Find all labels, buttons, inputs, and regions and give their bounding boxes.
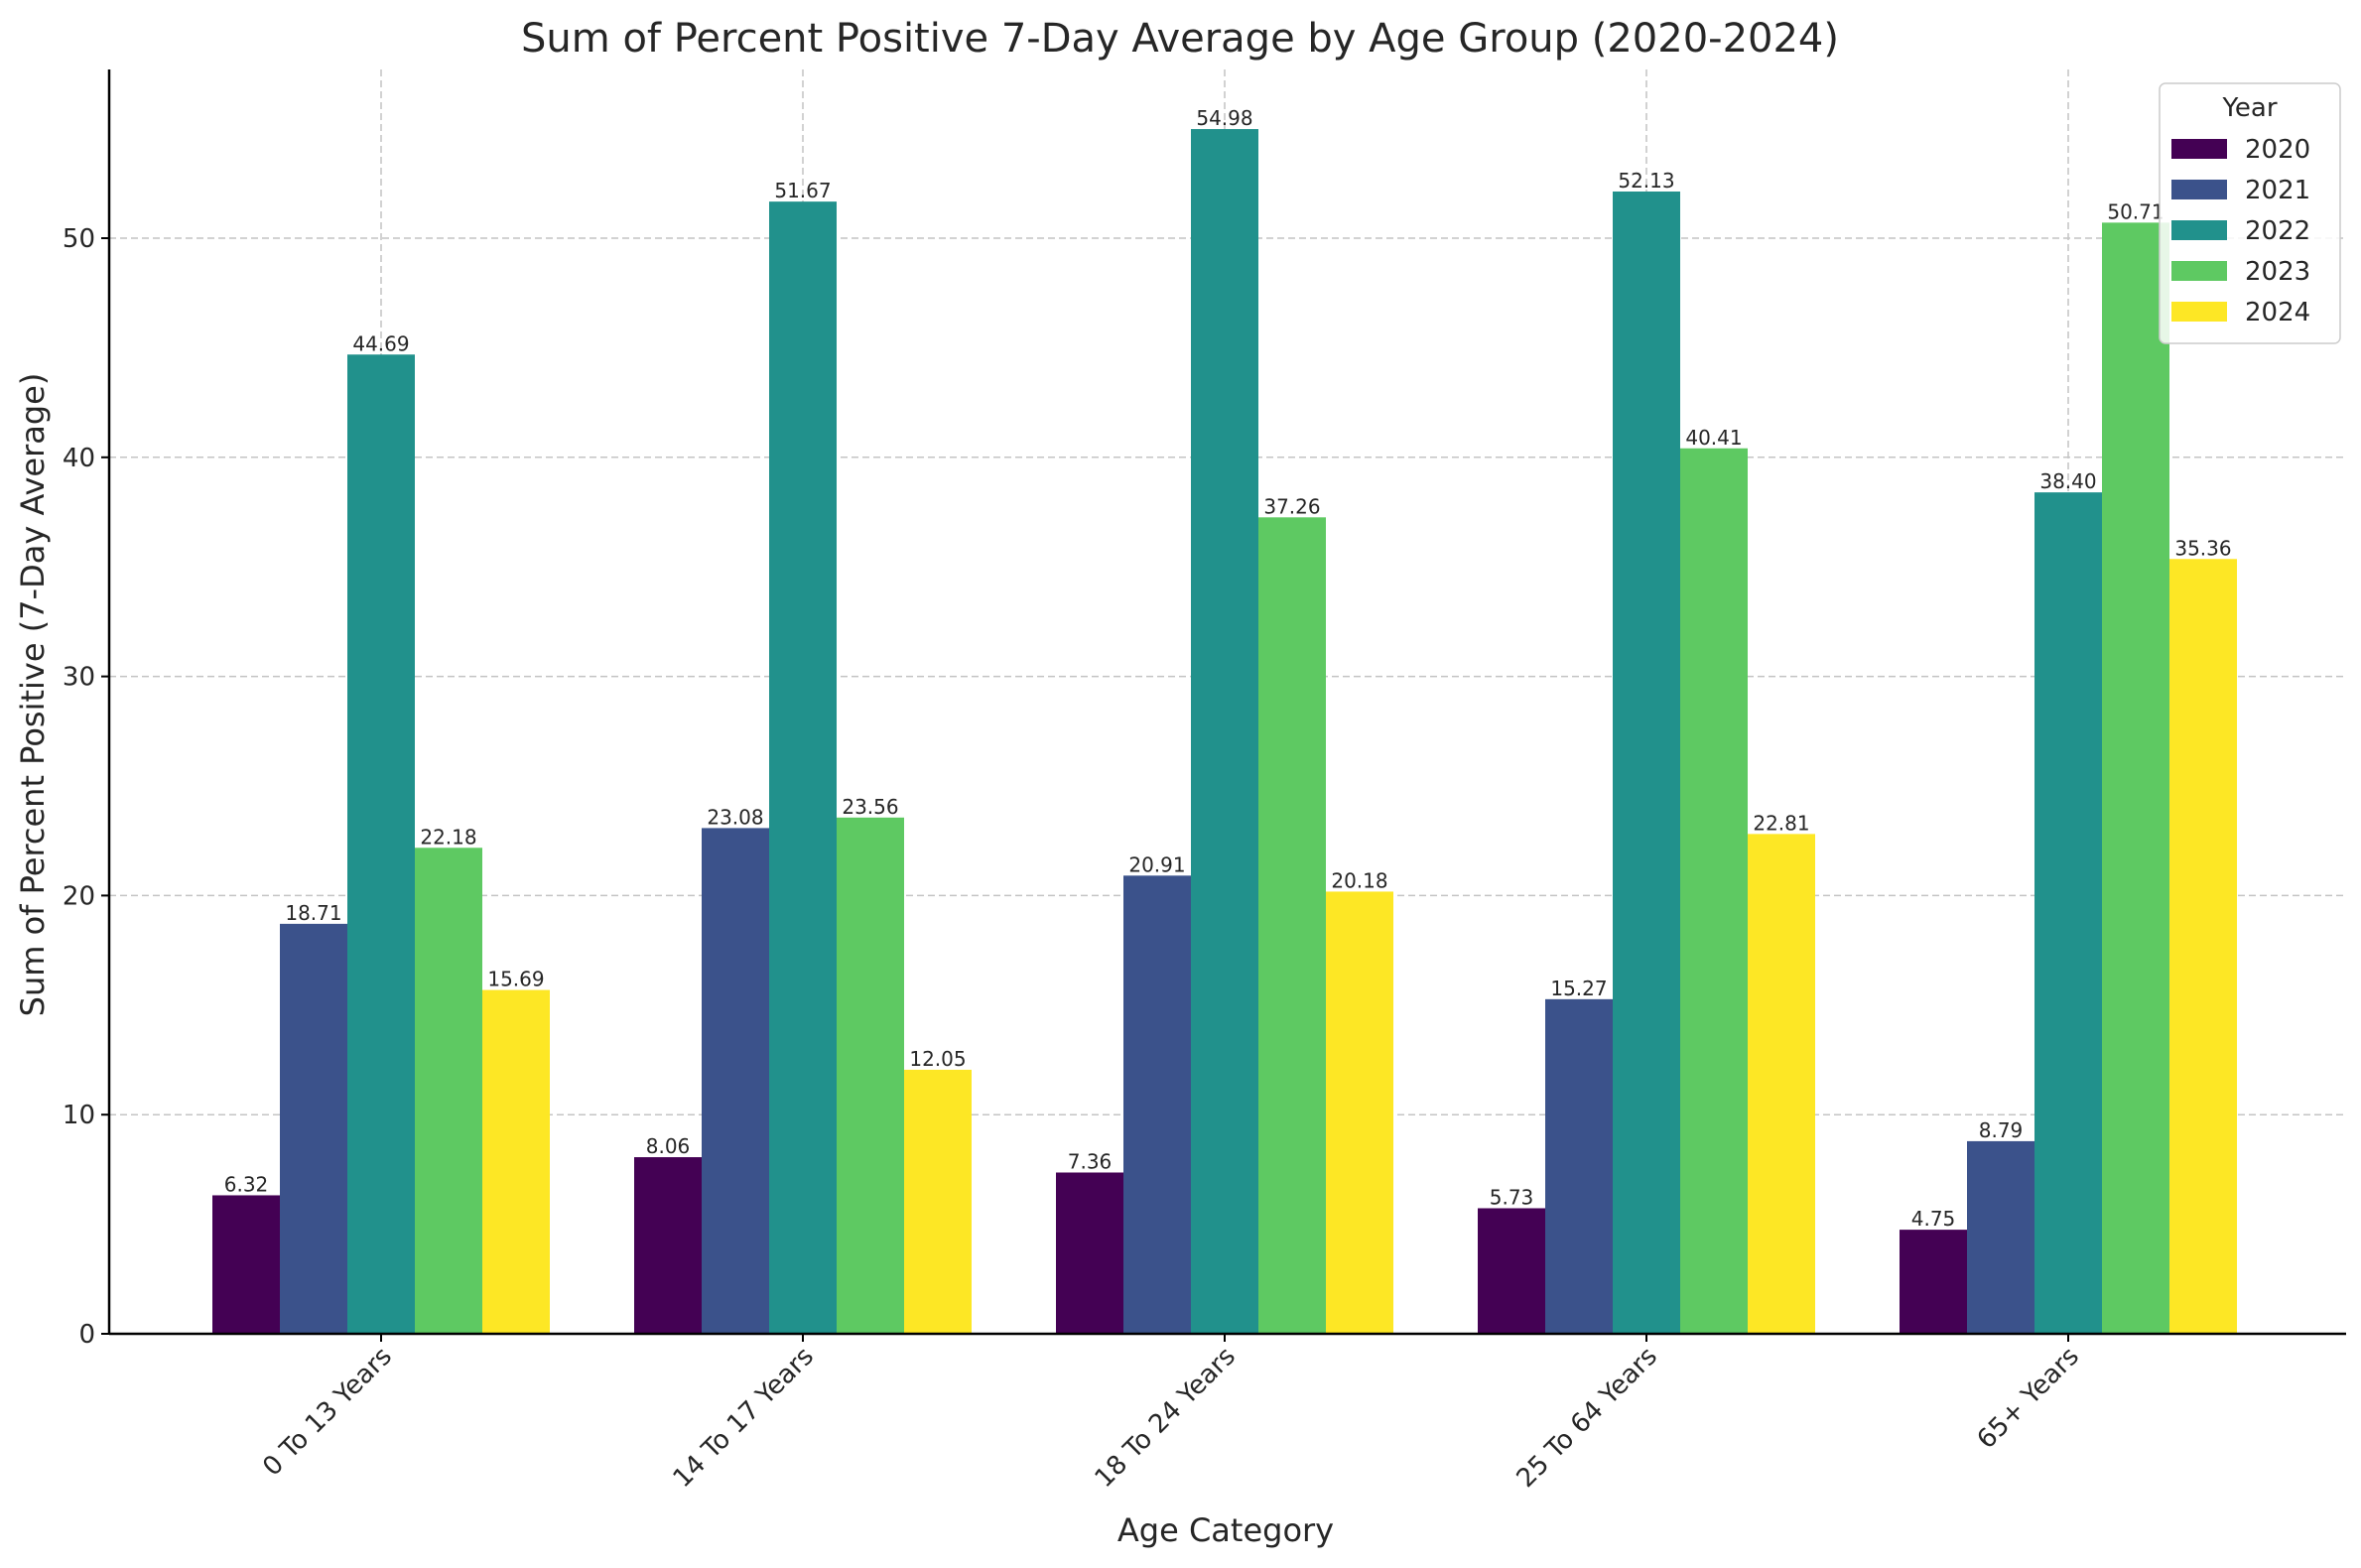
bar-2020-4: [1478, 1208, 1545, 1334]
data-label: 20.91: [1128, 852, 1185, 876]
y-tick-label: 0: [78, 1320, 95, 1350]
bar-2020-5: [1900, 1230, 1967, 1334]
legend-entry-2022: 2022: [2245, 216, 2310, 246]
data-label: 8.79: [1979, 1118, 2024, 1142]
bar-2023-1: [415, 848, 482, 1334]
bar-2023-2: [837, 817, 904, 1334]
bar-2021-2: [702, 828, 769, 1334]
bar-2021-3: [1123, 875, 1191, 1334]
data-labels: 6.32 18.71 44.69 22.18 15.69 8.06 23.08 51.67 23…: [224, 106, 2232, 1231]
data-label: 7.36: [1068, 1149, 1113, 1173]
bar-2022-2: [769, 201, 837, 1334]
data-label: 4.75: [1911, 1207, 1956, 1231]
legend-entry-2023: 2023: [2245, 257, 2310, 287]
legend-swatch-2020: [2171, 139, 2227, 159]
legend-swatch-2022: [2171, 220, 2227, 240]
x-tick-label: 18 To 24 Years: [1090, 1342, 1242, 1494]
data-label: 20.18: [1331, 868, 1387, 892]
y-tick-label: 40: [63, 444, 95, 473]
bar-2023-5: [2102, 222, 2169, 1334]
data-label: 37.26: [1263, 494, 1320, 518]
bar-2024-4: [1748, 834, 1815, 1334]
data-label: 5.73: [1490, 1185, 1534, 1209]
data-label: 35.36: [2174, 536, 2231, 560]
data-label: 52.13: [1618, 169, 1674, 193]
bar-2022-4: [1613, 191, 1680, 1335]
bar-2022-3: [1191, 129, 1258, 1334]
x-axis-label: Age Category: [1117, 1511, 1334, 1549]
bar-2022-1: [347, 354, 415, 1334]
legend-swatch-2021: [2171, 180, 2227, 199]
legend-swatch-2024: [2171, 302, 2227, 322]
data-label: 40.41: [1685, 426, 1742, 450]
y-tick-label: 20: [63, 881, 95, 911]
legend-entry-2021: 2021: [2245, 176, 2310, 205]
data-label: 15.69: [487, 968, 544, 991]
data-label: 6.32: [224, 1172, 269, 1196]
y-tick-label: 50: [63, 224, 95, 254]
bar-2022-5: [2034, 492, 2102, 1334]
legend-entry-2024: 2024: [2245, 298, 2310, 327]
x-tick-label: 25 To 64 Years: [1511, 1342, 1663, 1494]
x-tick-label: 65+ Years: [1972, 1342, 2085, 1455]
data-label: 12.05: [909, 1047, 966, 1071]
data-label: 44.69: [352, 331, 409, 355]
x-tick-label: 0 To 13 Years: [257, 1342, 398, 1483]
data-label: 22.81: [1753, 811, 1809, 835]
bar-2021-5: [1967, 1140, 2034, 1334]
y-tick-label: 10: [63, 1101, 95, 1130]
legend-title: Year: [2221, 93, 2277, 123]
bars: [212, 129, 2237, 1335]
legend: Year 2020 2021 2022 2023 2024: [2159, 82, 2341, 344]
data-label: 50.71: [2107, 199, 2164, 223]
bar-2023-4: [1680, 448, 1748, 1334]
bar-2024-2: [904, 1069, 972, 1334]
chart-title: Sum of Percent Positive 7-Day Average by…: [521, 16, 1839, 62]
bar-2021-4: [1545, 998, 1613, 1334]
data-label: 23.56: [842, 795, 898, 819]
bar-2020-1: [212, 1195, 280, 1334]
data-label: 22.18: [420, 825, 476, 849]
bar-2020-3: [1056, 1172, 1123, 1334]
legend-swatch-2023: [2171, 261, 2227, 281]
data-label: 51.67: [774, 179, 831, 202]
bar-2024-5: [2169, 559, 2237, 1334]
bar-2024-1: [482, 989, 550, 1334]
bar-2023-3: [1258, 517, 1326, 1334]
data-label: 54.98: [1196, 106, 1252, 130]
y-tick-label: 30: [63, 663, 95, 693]
data-label: 15.27: [1550, 977, 1607, 1000]
data-label: 38.40: [2039, 469, 2096, 493]
data-label: 23.08: [707, 805, 763, 829]
x-tick-label: 14 To 17 Years: [668, 1342, 820, 1494]
data-label: 8.06: [646, 1134, 691, 1158]
bar-2021-1: [280, 923, 347, 1334]
bar-2020-2: [634, 1157, 702, 1334]
data-label: 18.71: [285, 901, 341, 925]
bar-2024-3: [1326, 891, 1393, 1334]
legend-entry-2020: 2020: [2245, 135, 2310, 165]
y-axis-label: Sum of Percent Positive (7-Day Average): [14, 373, 52, 1017]
